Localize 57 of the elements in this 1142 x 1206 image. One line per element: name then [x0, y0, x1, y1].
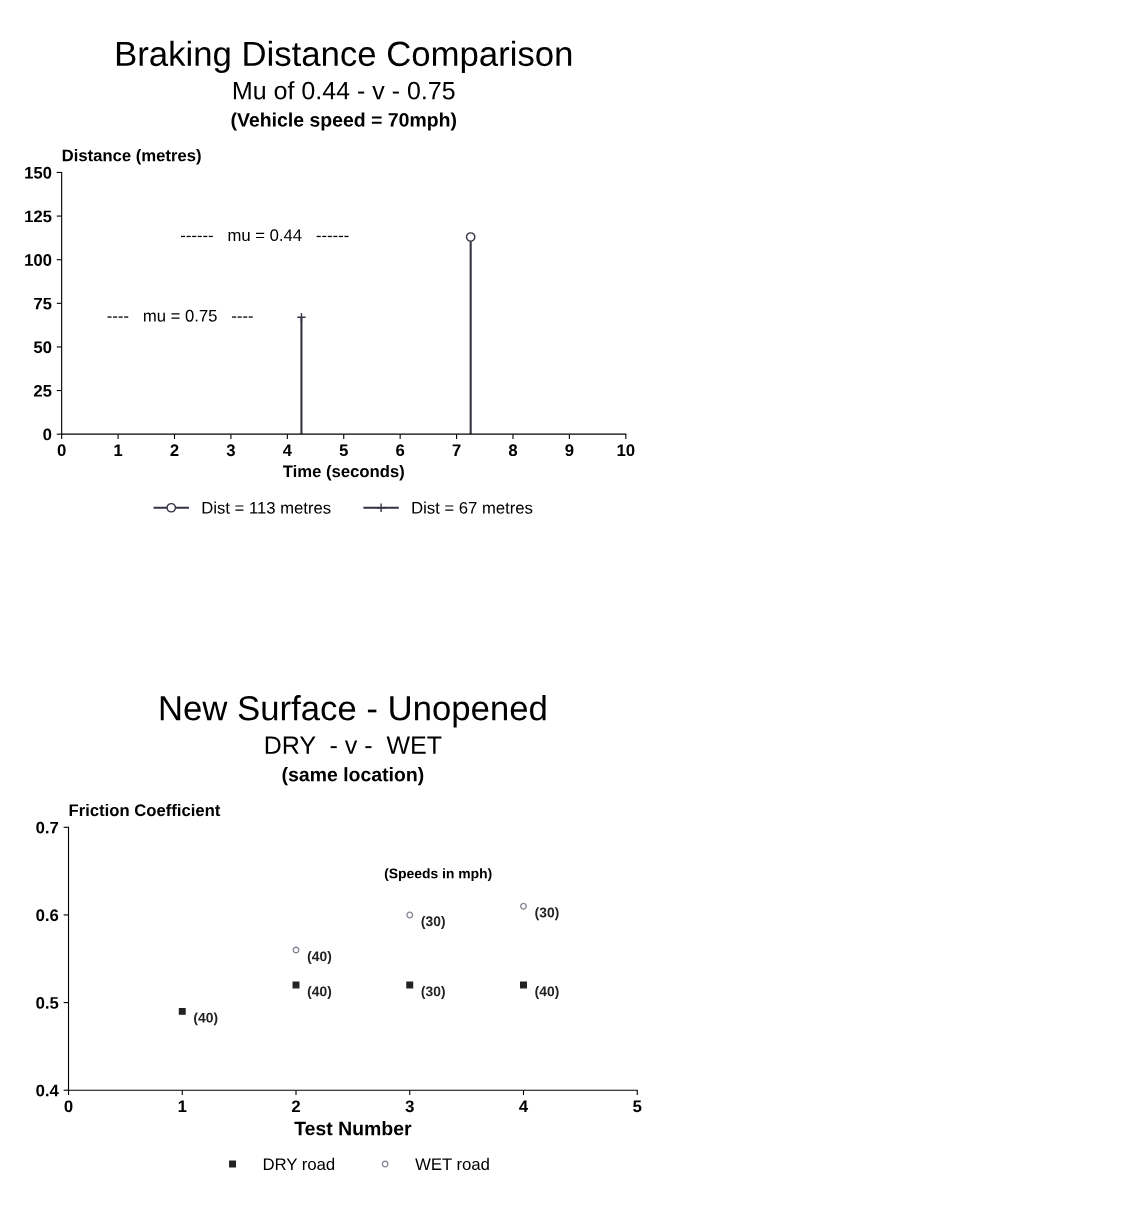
y-tick-label: 25 — [33, 384, 52, 397]
y-axis-title: Friction Coefficient — [69, 803, 221, 817]
y-tick-label: 0.6 — [36, 909, 59, 922]
legend-label: WET road — [415, 1157, 489, 1171]
chart-title: Braking Distance Comparison — [116, 40, 572, 74]
y-tick-label: 150 — [25, 166, 52, 179]
annotation: (30) — [421, 916, 445, 929]
y-tick-label: 0.4 — [36, 1084, 59, 1097]
x-tick-label: 3 — [226, 444, 235, 457]
x-axis-title: Time (seconds) — [282, 464, 404, 481]
point — [406, 911, 414, 919]
text: (Vehicle speed = 70mph) — [231, 112, 456, 131]
annotation: (40) — [307, 986, 332, 1000]
chart-subtitle: Mu of 0.44 - v - 0.75 — [233, 81, 455, 100]
x-axis-title: Test Number — [294, 1121, 412, 1136]
y-tick-label: 0.5 — [36, 996, 59, 1009]
point — [520, 902, 527, 910]
annotation: (40) — [307, 951, 332, 964]
y-tick-label: 75 — [34, 297, 52, 310]
x-tick-label: 5 — [339, 444, 348, 457]
x-tick-label: 6 — [396, 444, 405, 457]
chart-subtitle: DRY - v - WET — [265, 736, 442, 754]
x-tick-label: 9 — [565, 444, 574, 457]
chart-title: New Surface - Unopened — [160, 695, 546, 728]
x-tick-label: 4 — [282, 444, 292, 456]
annotation: (30) — [535, 907, 559, 921]
annotation: (40) — [535, 986, 559, 1000]
x-tick-label: 1 — [178, 1100, 187, 1113]
annotation: ---- mu = 0.75 ---- — [107, 309, 253, 322]
y-tick-label: 50 — [33, 341, 52, 354]
x-tick-label: 7 — [452, 444, 461, 456]
y-tick-label: 100 — [25, 254, 52, 266]
point — [292, 981, 300, 989]
y-axis-title: Distance (metres) — [62, 149, 201, 165]
annotation: ------ mu = 0.44 ------ — [181, 229, 349, 242]
annotation: (Speeds in mph) — [384, 868, 492, 882]
legend-label: Dist = 113 metres — [202, 501, 331, 514]
y-tick-label: 0.7 — [36, 821, 59, 834]
point — [178, 1007, 186, 1015]
annotation: (30) — [421, 986, 445, 1000]
point — [406, 981, 414, 989]
x-tick-label: 0 — [64, 1100, 73, 1113]
x-tick-label: 4 — [519, 1100, 529, 1113]
x-tick-label: 1 — [114, 444, 123, 456]
text: (same location) — [282, 767, 424, 786]
legend-label: Dist = 67 metres — [412, 501, 533, 514]
point — [520, 981, 527, 989]
x-tick-label: 2 — [291, 1100, 300, 1113]
y-tick-label: 0 — [43, 428, 52, 441]
x-tick-label: 3 — [405, 1100, 414, 1113]
x-tick-label: 8 — [508, 444, 518, 457]
legend-label: DRY road — [263, 1157, 335, 1171]
x-tick-label: 2 — [170, 444, 179, 456]
x-tick-label: 5 — [633, 1100, 642, 1113]
annotation: (40) — [194, 1012, 218, 1026]
x-tick-label: 10 — [617, 444, 635, 457]
y-tick-label: 125 — [25, 210, 52, 223]
